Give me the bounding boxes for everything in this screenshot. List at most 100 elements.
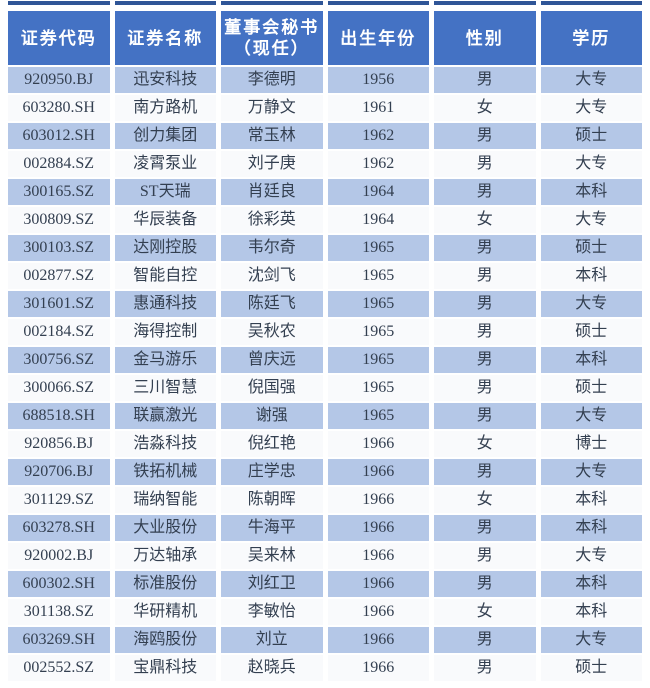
table-cell-security-code: 920856.BJ xyxy=(8,431,110,457)
header-cell-education: 学历 xyxy=(540,11,642,65)
table-cell-security-code: 301129.SZ xyxy=(8,487,110,513)
table-cell-board-secretary: 吴秋农 xyxy=(221,319,323,345)
table-cell-gender: 男 xyxy=(434,291,536,317)
table-cell-education: 本科 xyxy=(540,347,642,373)
table-cell-birth-year: 1964 xyxy=(327,179,429,205)
table-cell-security-name: 华研精机 xyxy=(114,599,216,625)
table-cell-security-name: 海鸥股份 xyxy=(114,627,216,653)
header-cell-security-name: 证券名称 xyxy=(114,11,216,65)
table-cell-gender: 男 xyxy=(434,263,536,289)
table-cell-education: 硕士 xyxy=(540,235,642,261)
table-cell-security-code: 300165.SZ xyxy=(8,179,110,205)
table-cell-security-code: 300756.SZ xyxy=(8,347,110,373)
table-cell-security-name: 三川智慧 xyxy=(114,375,216,401)
top-border-segment xyxy=(327,1,429,5)
table-cell-board-secretary: 韦尔奇 xyxy=(221,235,323,261)
table-cell-education: 大专 xyxy=(540,459,642,485)
table-cell-security-code: 603278.SH xyxy=(8,515,110,541)
table-cell-board-secretary: 庄学忠 xyxy=(221,459,323,485)
table-cell-gender: 男 xyxy=(434,179,536,205)
table-cell-security-name: 铁拓机械 xyxy=(114,459,216,485)
header-cell-security-code: 证券代码 xyxy=(8,11,110,65)
header-label: 学历 xyxy=(572,28,611,48)
table-cell-security-name: 海得控制 xyxy=(114,319,216,345)
table-cell-security-code: 002184.SZ xyxy=(8,319,110,345)
top-border-segment xyxy=(8,1,110,5)
table-cell-birth-year: 1961 xyxy=(327,95,429,121)
table-cell-education: 本科 xyxy=(540,515,642,541)
table-cell-birth-year: 1965 xyxy=(327,403,429,429)
table-cell-board-secretary: 万静文 xyxy=(221,95,323,121)
table-cell-education: 本科 xyxy=(540,263,642,289)
table-cell-education: 大专 xyxy=(540,627,642,653)
table-cell-security-code: 688518.SH xyxy=(8,403,110,429)
table-cell-board-secretary: 刘子庚 xyxy=(221,151,323,177)
table-cell-birth-year: 1965 xyxy=(327,375,429,401)
table-cell-birth-year: 1956 xyxy=(327,67,429,93)
header-label: 证券名称 xyxy=(127,28,204,48)
header-sublabel: （现任） xyxy=(233,39,310,58)
table-cell-security-code: 002884.SZ xyxy=(8,151,110,177)
table-cell-board-secretary: 倪红艳 xyxy=(221,431,323,457)
table-cell-security-name: 大业股份 xyxy=(114,515,216,541)
table-header-row: 证券代码 证券名称 董事会秘书 （现任） 出生年份 性别 学历 xyxy=(8,11,642,65)
table-cell-security-name: 迅安科技 xyxy=(114,67,216,93)
table-cell-security-code: 002877.SZ xyxy=(8,263,110,289)
table-cell-security-code: 301138.SZ xyxy=(8,599,110,625)
table-cell-security-name: 浩淼科技 xyxy=(114,431,216,457)
table-cell-board-secretary: 常玉林 xyxy=(221,123,323,149)
table-cell-birth-year: 1962 xyxy=(327,151,429,177)
table-cell-security-code: 300809.SZ xyxy=(8,207,110,233)
table-cell-security-name: 南方路机 xyxy=(114,95,216,121)
table-cell-board-secretary: 陈廷飞 xyxy=(221,291,323,317)
table-cell-gender: 女 xyxy=(434,207,536,233)
table-cell-gender: 男 xyxy=(434,347,536,373)
table-cell-gender: 女 xyxy=(434,95,536,121)
table-cell-birth-year: 1965 xyxy=(327,347,429,373)
header-cell-birth-year: 出生年份 xyxy=(327,11,429,65)
table-top-border xyxy=(8,1,642,5)
table-cell-birth-year: 1966 xyxy=(327,515,429,541)
table-cell-gender: 男 xyxy=(434,627,536,653)
table-cell-birth-year: 1965 xyxy=(327,291,429,317)
table-cell-birth-year: 1964 xyxy=(327,207,429,233)
table-cell-birth-year: 1966 xyxy=(327,627,429,653)
table-cell-security-name: 宝鼎科技 xyxy=(114,655,216,681)
table-cell-board-secretary: 吴来林 xyxy=(221,543,323,569)
header-label: 证券代码 xyxy=(20,28,97,48)
table-cell-security-code: 603269.SH xyxy=(8,627,110,653)
header-label: 性别 xyxy=(465,28,504,48)
table-cell-birth-year: 1966 xyxy=(327,571,429,597)
table-cell-education: 大专 xyxy=(540,95,642,121)
table-cell-education: 博士 xyxy=(540,431,642,457)
table-cell-board-secretary: 陈朝晖 xyxy=(221,487,323,513)
header-cell-board-secretary: 董事会秘书 （现任） xyxy=(221,11,323,65)
table-cell-gender: 男 xyxy=(434,515,536,541)
table-cell-security-code: 600302.SH xyxy=(8,571,110,597)
table-cell-board-secretary: 赵晓兵 xyxy=(221,655,323,681)
table-cell-security-code: 603280.SH xyxy=(8,95,110,121)
table-cell-security-name: 瑞纳智能 xyxy=(114,487,216,513)
table-cell-security-name: 标准股份 xyxy=(114,571,216,597)
table-cell-birth-year: 1965 xyxy=(327,319,429,345)
table-cell-security-name: 惠通科技 xyxy=(114,291,216,317)
table-cell-board-secretary: 刘立 xyxy=(221,627,323,653)
table-cell-gender: 男 xyxy=(434,571,536,597)
table-cell-gender: 男 xyxy=(434,67,536,93)
table-cell-security-code: 920706.BJ xyxy=(8,459,110,485)
header-cell-gender: 性别 xyxy=(434,11,536,65)
table-cell-birth-year: 1966 xyxy=(327,487,429,513)
table-cell-gender: 女 xyxy=(434,599,536,625)
header-label: 出生年份 xyxy=(340,28,417,48)
table-cell-security-code: 301601.SZ xyxy=(8,291,110,317)
table-cell-gender: 男 xyxy=(434,375,536,401)
table-cell-security-code: 300103.SZ xyxy=(8,235,110,261)
table-cell-birth-year: 1966 xyxy=(327,459,429,485)
table-cell-security-code: 920002.BJ xyxy=(8,543,110,569)
top-border-segment xyxy=(114,1,216,5)
table-cell-education: 本科 xyxy=(540,487,642,513)
table-cell-board-secretary: 徐彩英 xyxy=(221,207,323,233)
table-cell-security-code: 920950.BJ xyxy=(8,67,110,93)
table-cell-birth-year: 1966 xyxy=(327,599,429,625)
table-cell-board-secretary: 曾庆远 xyxy=(221,347,323,373)
